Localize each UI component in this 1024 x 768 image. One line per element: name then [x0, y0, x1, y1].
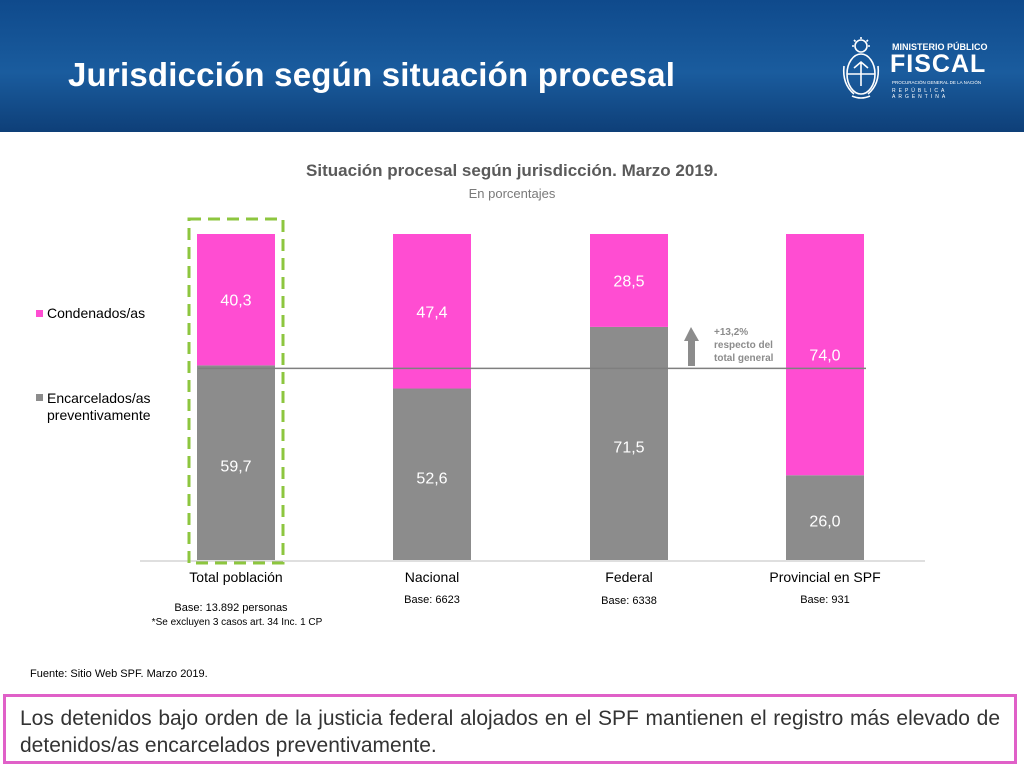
bar-condenados: [590, 234, 668, 327]
base-label: Base: 13.892 personas: [174, 602, 288, 614]
conclusion-text: Los detenidos bajo orden de la justicia …: [20, 707, 1000, 757]
category-label: Federal: [605, 569, 652, 585]
bar-condenados: [197, 234, 275, 366]
bar-condenados: [393, 234, 471, 389]
base-label: Base: 6338: [601, 595, 657, 607]
source-note: Fuente: Sitio Web SPF. Marzo 2019.: [30, 668, 208, 680]
category-label: Provincial en SPF: [769, 569, 880, 585]
annotation-text: total general: [714, 353, 774, 364]
highlight-box: [187, 217, 285, 565]
data-label-condenados: 74,0: [809, 348, 840, 365]
legend-label-encarcelados-line2: preventivamente: [47, 407, 151, 423]
data-label-encarcelados: 59,7: [220, 459, 251, 476]
data-label-condenados: 47,4: [416, 304, 447, 321]
conclusion-box: Los detenidos bajo orden de la justicia …: [3, 694, 1017, 764]
bar-encarcelados: [197, 365, 275, 560]
legend-label-encarcelados: Encarcelados/as: [47, 390, 151, 406]
bar-encarcelados: [393, 388, 471, 560]
category-label: Nacional: [405, 569, 459, 585]
ministerio-publico-fiscal-logo: MINISTERIO PÚBLICO FISCAL PROCURACIÓN GE…: [840, 36, 990, 100]
stacked-bar-chart: 59,7 40,3 Total población 52,6 47,4 Nacional 7…: [36, 217, 925, 628]
bar-encarcelados: [590, 326, 668, 560]
base-label: Base: 6623: [404, 594, 460, 606]
logo-ministerio-text: MINISTERIO PÚBLICO: [892, 42, 988, 52]
header-banner: Jurisdicción según situación procesal MI…: [0, 0, 1024, 132]
data-label-encarcelados: 71,5: [613, 439, 644, 456]
data-label-condenados: 40,3: [220, 293, 251, 310]
chart-subtitle: En porcentajes: [468, 186, 556, 201]
argentina-coat-of-arms-icon: [842, 37, 880, 99]
base-label: Base: 931: [800, 594, 850, 606]
category-label: Total población: [189, 569, 282, 585]
data-label-condenados: 28,5: [613, 273, 644, 290]
logo-republica-text: REPÚBLICA ARGENTINA: [892, 88, 949, 100]
logo-procuracion-text: PROCURACIÓN GENERAL DE LA NACIÓN: [892, 80, 982, 85]
logo-fiscal-text: FISCAL: [890, 50, 987, 78]
base-footnote: *Se excluyen 3 casos art. 34 Inc. 1 CP: [152, 617, 323, 628]
legend-swatch-encarcelados: [36, 394, 43, 401]
chart-title: Situación procesal según jurisdicción. M…: [306, 161, 718, 180]
legend-swatch-condenados: [36, 310, 43, 317]
up-arrow-icon: [684, 327, 699, 366]
data-label-encarcelados: 52,6: [416, 470, 447, 487]
annotation-text: respecto del: [714, 340, 773, 351]
data-label-encarcelados: 26,0: [809, 514, 840, 531]
legend-label-condenados: Condenados/as: [47, 305, 145, 321]
page-title: Jurisdicción según situación procesal: [68, 56, 676, 93]
bar-condenados: [786, 234, 864, 476]
annotation-text: +13,2%: [714, 327, 748, 338]
bar-encarcelados: [786, 475, 864, 560]
